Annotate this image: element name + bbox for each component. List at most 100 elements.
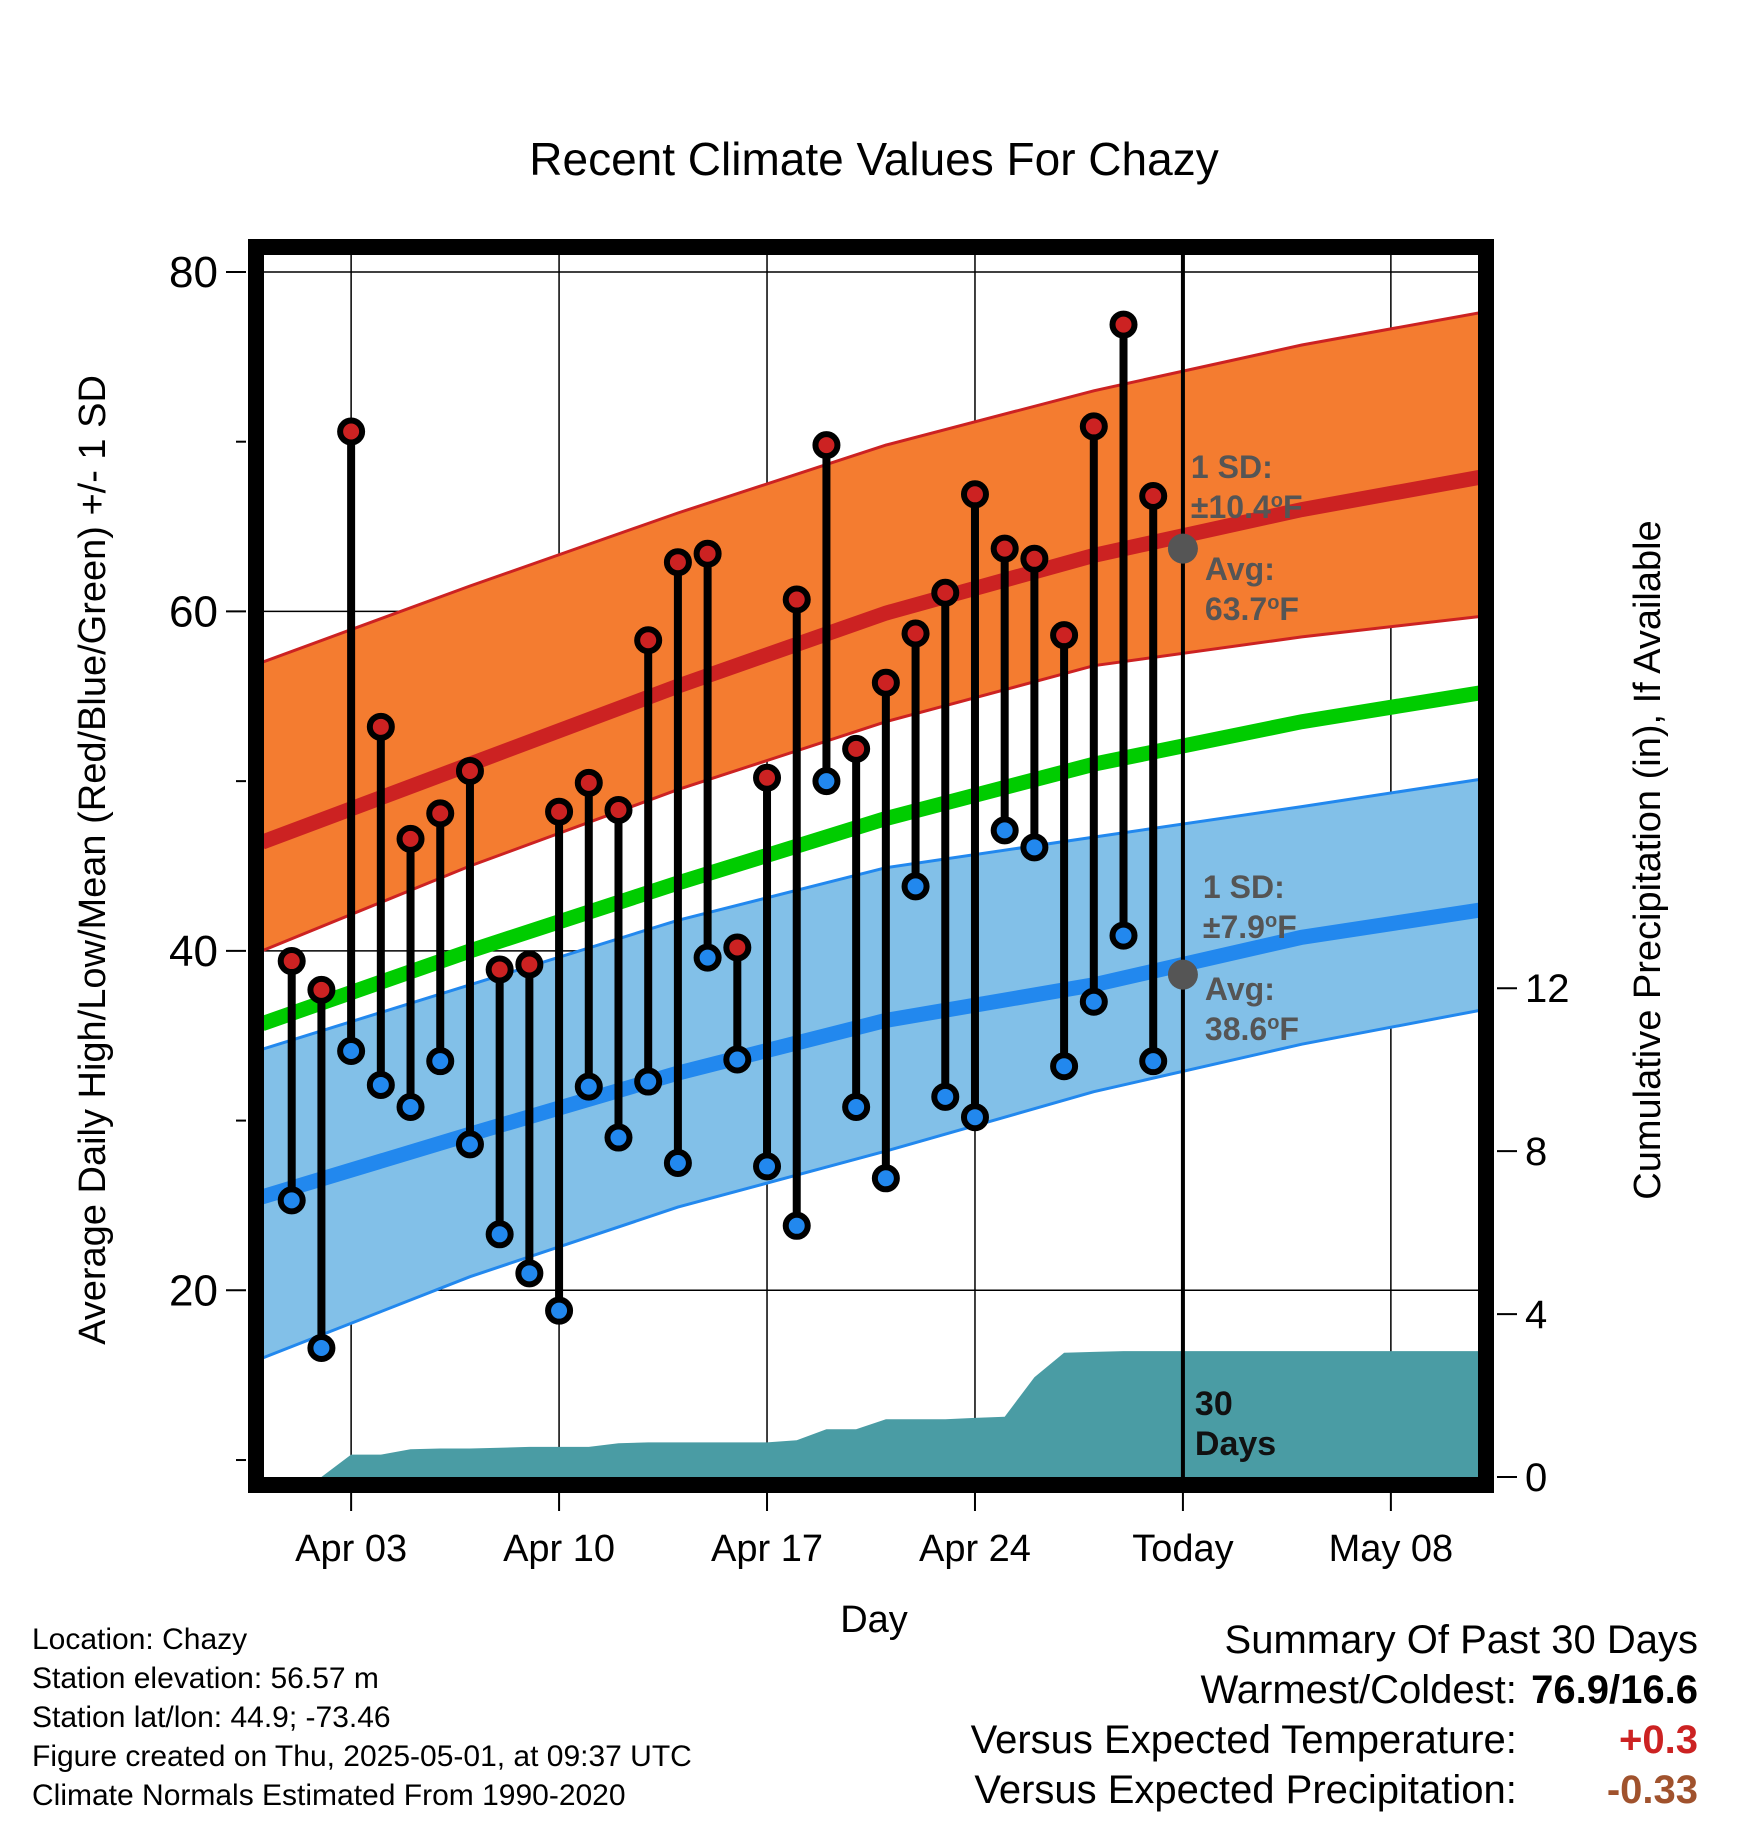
high-sd-value-part: F	[1283, 489, 1303, 525]
low-avg-label: Avg:	[1205, 971, 1275, 1007]
high-marker	[753, 763, 782, 792]
high-sd-label: 1 SD:	[1191, 449, 1273, 485]
summary-precip: Versus Expected Precipitation: -0.33	[971, 1765, 1698, 1815]
high-marker	[455, 756, 484, 785]
high-avg-label: Avg:	[1205, 551, 1275, 587]
today-high-avg-point	[1167, 533, 1198, 564]
high-marker	[1079, 412, 1108, 441]
low-sd-label-part: 1 SD:	[1203, 869, 1285, 905]
low-avg-value: 38.6oF	[1205, 1011, 1299, 1047]
high-marker	[634, 626, 663, 655]
high-marker	[1109, 310, 1138, 339]
low-marker	[515, 1259, 544, 1288]
high-marker	[723, 933, 752, 962]
normals-text: Climate Normals Estimated From 1990-2020	[32, 1779, 626, 1812]
high-avg-value-part: F	[1279, 591, 1299, 627]
summary-temp: Versus Expected Temperature: +0.3	[971, 1715, 1698, 1765]
low-marker	[604, 1123, 633, 1152]
high-marker	[604, 795, 633, 824]
high-avg-value-part: o	[1267, 592, 1279, 614]
high-marker	[574, 768, 603, 797]
x-axis-label: Day	[840, 1599, 908, 1641]
low-marker	[1139, 1047, 1168, 1076]
high-sd-value-part: ±10.4	[1191, 489, 1271, 525]
precip-label: Versus Expected Precipitation:	[974, 1768, 1517, 1812]
low-sd-label: 1 SD:	[1203, 869, 1285, 905]
high-sd-upper-line	[262, 311, 1480, 664]
high-marker	[1050, 621, 1079, 650]
high-marker	[366, 712, 395, 741]
low-marker	[634, 1067, 663, 1096]
high-marker	[960, 480, 989, 509]
high-marker	[515, 950, 544, 979]
y-tick-label-right: 12	[1525, 967, 1570, 1011]
y-tick-label-left: 80	[169, 248, 218, 297]
low-marker	[723, 1045, 752, 1074]
high-marker	[545, 797, 574, 826]
summary-title: Summary Of Past 30 Days	[1224, 1618, 1698, 1662]
low-marker	[663, 1149, 692, 1178]
low-marker	[1020, 833, 1049, 862]
high-marker	[277, 947, 306, 976]
y-tick-label-right: 4	[1525, 1293, 1547, 1337]
low-avg-label-part: Avg:	[1205, 971, 1275, 1007]
low-marker	[901, 872, 930, 901]
high-marker	[871, 668, 900, 697]
low-marker	[693, 943, 722, 972]
days-label-line2: Days	[1195, 1425, 1276, 1463]
low-avg-value-part: 38.6	[1205, 1011, 1267, 1047]
low-marker	[426, 1047, 455, 1076]
summary-panel: Summary Of Past 30 Days Warmest/Coldest:…	[971, 1615, 1698, 1815]
today-low-avg-point	[1167, 959, 1198, 990]
high-sd-value-part: o	[1271, 490, 1283, 512]
low-marker	[842, 1093, 871, 1122]
high-marker	[485, 955, 514, 984]
low-marker	[337, 1036, 366, 1065]
plot-clipped	[262, 255, 1480, 1477]
y-axis-left-label: Average Daily High/Low/Mean (Red/Blue/Gr…	[72, 375, 114, 1345]
summary-warm-cold: Warmest/Coldest: 76.9/16.6	[971, 1665, 1699, 1715]
high-marker	[931, 578, 960, 607]
high-marker	[901, 619, 930, 648]
location-text: Location: Chazy	[32, 1623, 248, 1656]
high-sd-value: ±10.4oF	[1191, 489, 1303, 525]
x-tick-label: Apr 17	[711, 1528, 823, 1570]
created-text: Figure created on Thu, 2025-05-01, at 09…	[32, 1740, 692, 1773]
y-tick-label-left: 60	[169, 587, 218, 636]
warm-cold-label: Warmest/Coldest:	[1200, 1668, 1517, 1712]
y-tick-label-right: 0	[1525, 1456, 1547, 1500]
x-tick-label: Apr 03	[295, 1528, 407, 1570]
high-marker	[663, 548, 692, 577]
plot-frame	[248, 239, 1494, 1493]
high-marker	[1020, 544, 1049, 573]
low-marker	[277, 1186, 306, 1215]
high-sd-band	[262, 312, 1480, 951]
low-marker	[990, 816, 1019, 845]
low-sd-value-part: o	[1265, 910, 1277, 932]
y-axis-right-label: Cumulative Precipitation (in), If Availa…	[1627, 520, 1669, 1199]
high-marker	[812, 431, 841, 460]
high-sd-label-part: 1 SD:	[1191, 449, 1273, 485]
x-tick-label: Apr 10	[503, 1528, 615, 1570]
precip-area	[321, 1351, 1480, 1477]
low-marker	[366, 1070, 395, 1099]
y-tick-label-left: 20	[169, 1266, 218, 1315]
low-marker	[812, 767, 841, 796]
low-avg-value-part: F	[1279, 1011, 1299, 1047]
low-sd-value-part: F	[1277, 909, 1297, 945]
x-tick-label: May 08	[1329, 1528, 1454, 1570]
y-tick-label-right: 8	[1525, 1130, 1547, 1174]
low-marker	[485, 1220, 514, 1249]
high-marker	[396, 824, 425, 853]
low-marker	[753, 1152, 782, 1181]
high-marker	[426, 799, 455, 828]
days-label-line1: 30	[1195, 1385, 1233, 1423]
temp-value: +0.3	[1619, 1718, 1698, 1762]
high-marker	[842, 734, 871, 763]
high-marker	[990, 534, 1019, 563]
x-tick-label: Apr 24	[919, 1528, 1031, 1570]
station-info: Location: Chazy Station elevation: 56.57…	[32, 1620, 692, 1815]
low-sd-value: ±7.9oF	[1203, 909, 1297, 945]
